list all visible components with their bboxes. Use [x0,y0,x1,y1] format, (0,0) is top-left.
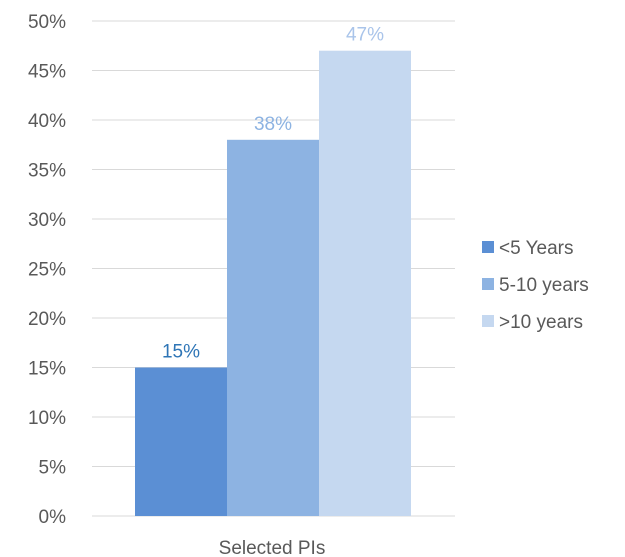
data-label: 47% [346,25,384,46]
y-tick-label: 20% [28,309,66,330]
legend-label: >10 years [499,312,583,333]
y-tick-label: 25% [28,260,66,281]
y-tick-label: 50% [28,12,66,33]
x-category-label: Selected PIs [219,538,326,557]
y-tick-label: 45% [28,62,66,83]
legend-swatch [482,241,494,253]
legend: <5 Years 5-10 years >10 years [482,238,589,333]
bar [135,367,227,516]
legend-swatch [482,278,494,290]
y-tick-label: 0% [39,507,67,528]
y-tick-label: 10% [28,408,66,429]
y-tick-label: 40% [28,111,66,132]
x-axis: Selected PIs [219,538,326,557]
y-tick-label: 30% [28,210,66,231]
y-tick-label: 15% [28,359,66,380]
bars [135,50,411,517]
legend-label: 5-10 years [499,275,589,296]
bar [319,50,411,516]
legend-label: <5 Years [499,238,574,259]
data-label: 15% [162,342,200,363]
data-label: 38% [254,114,292,135]
data-labels: 15% 38% 47% [162,25,384,363]
y-axis: 0% 5% 10% 15% 20% 25% 30% 35% 40% 45% 50% [28,12,66,528]
y-tick-label: 35% [28,161,66,182]
bar [227,139,319,517]
legend-swatch [482,315,494,327]
y-tick-label: 5% [39,458,67,479]
